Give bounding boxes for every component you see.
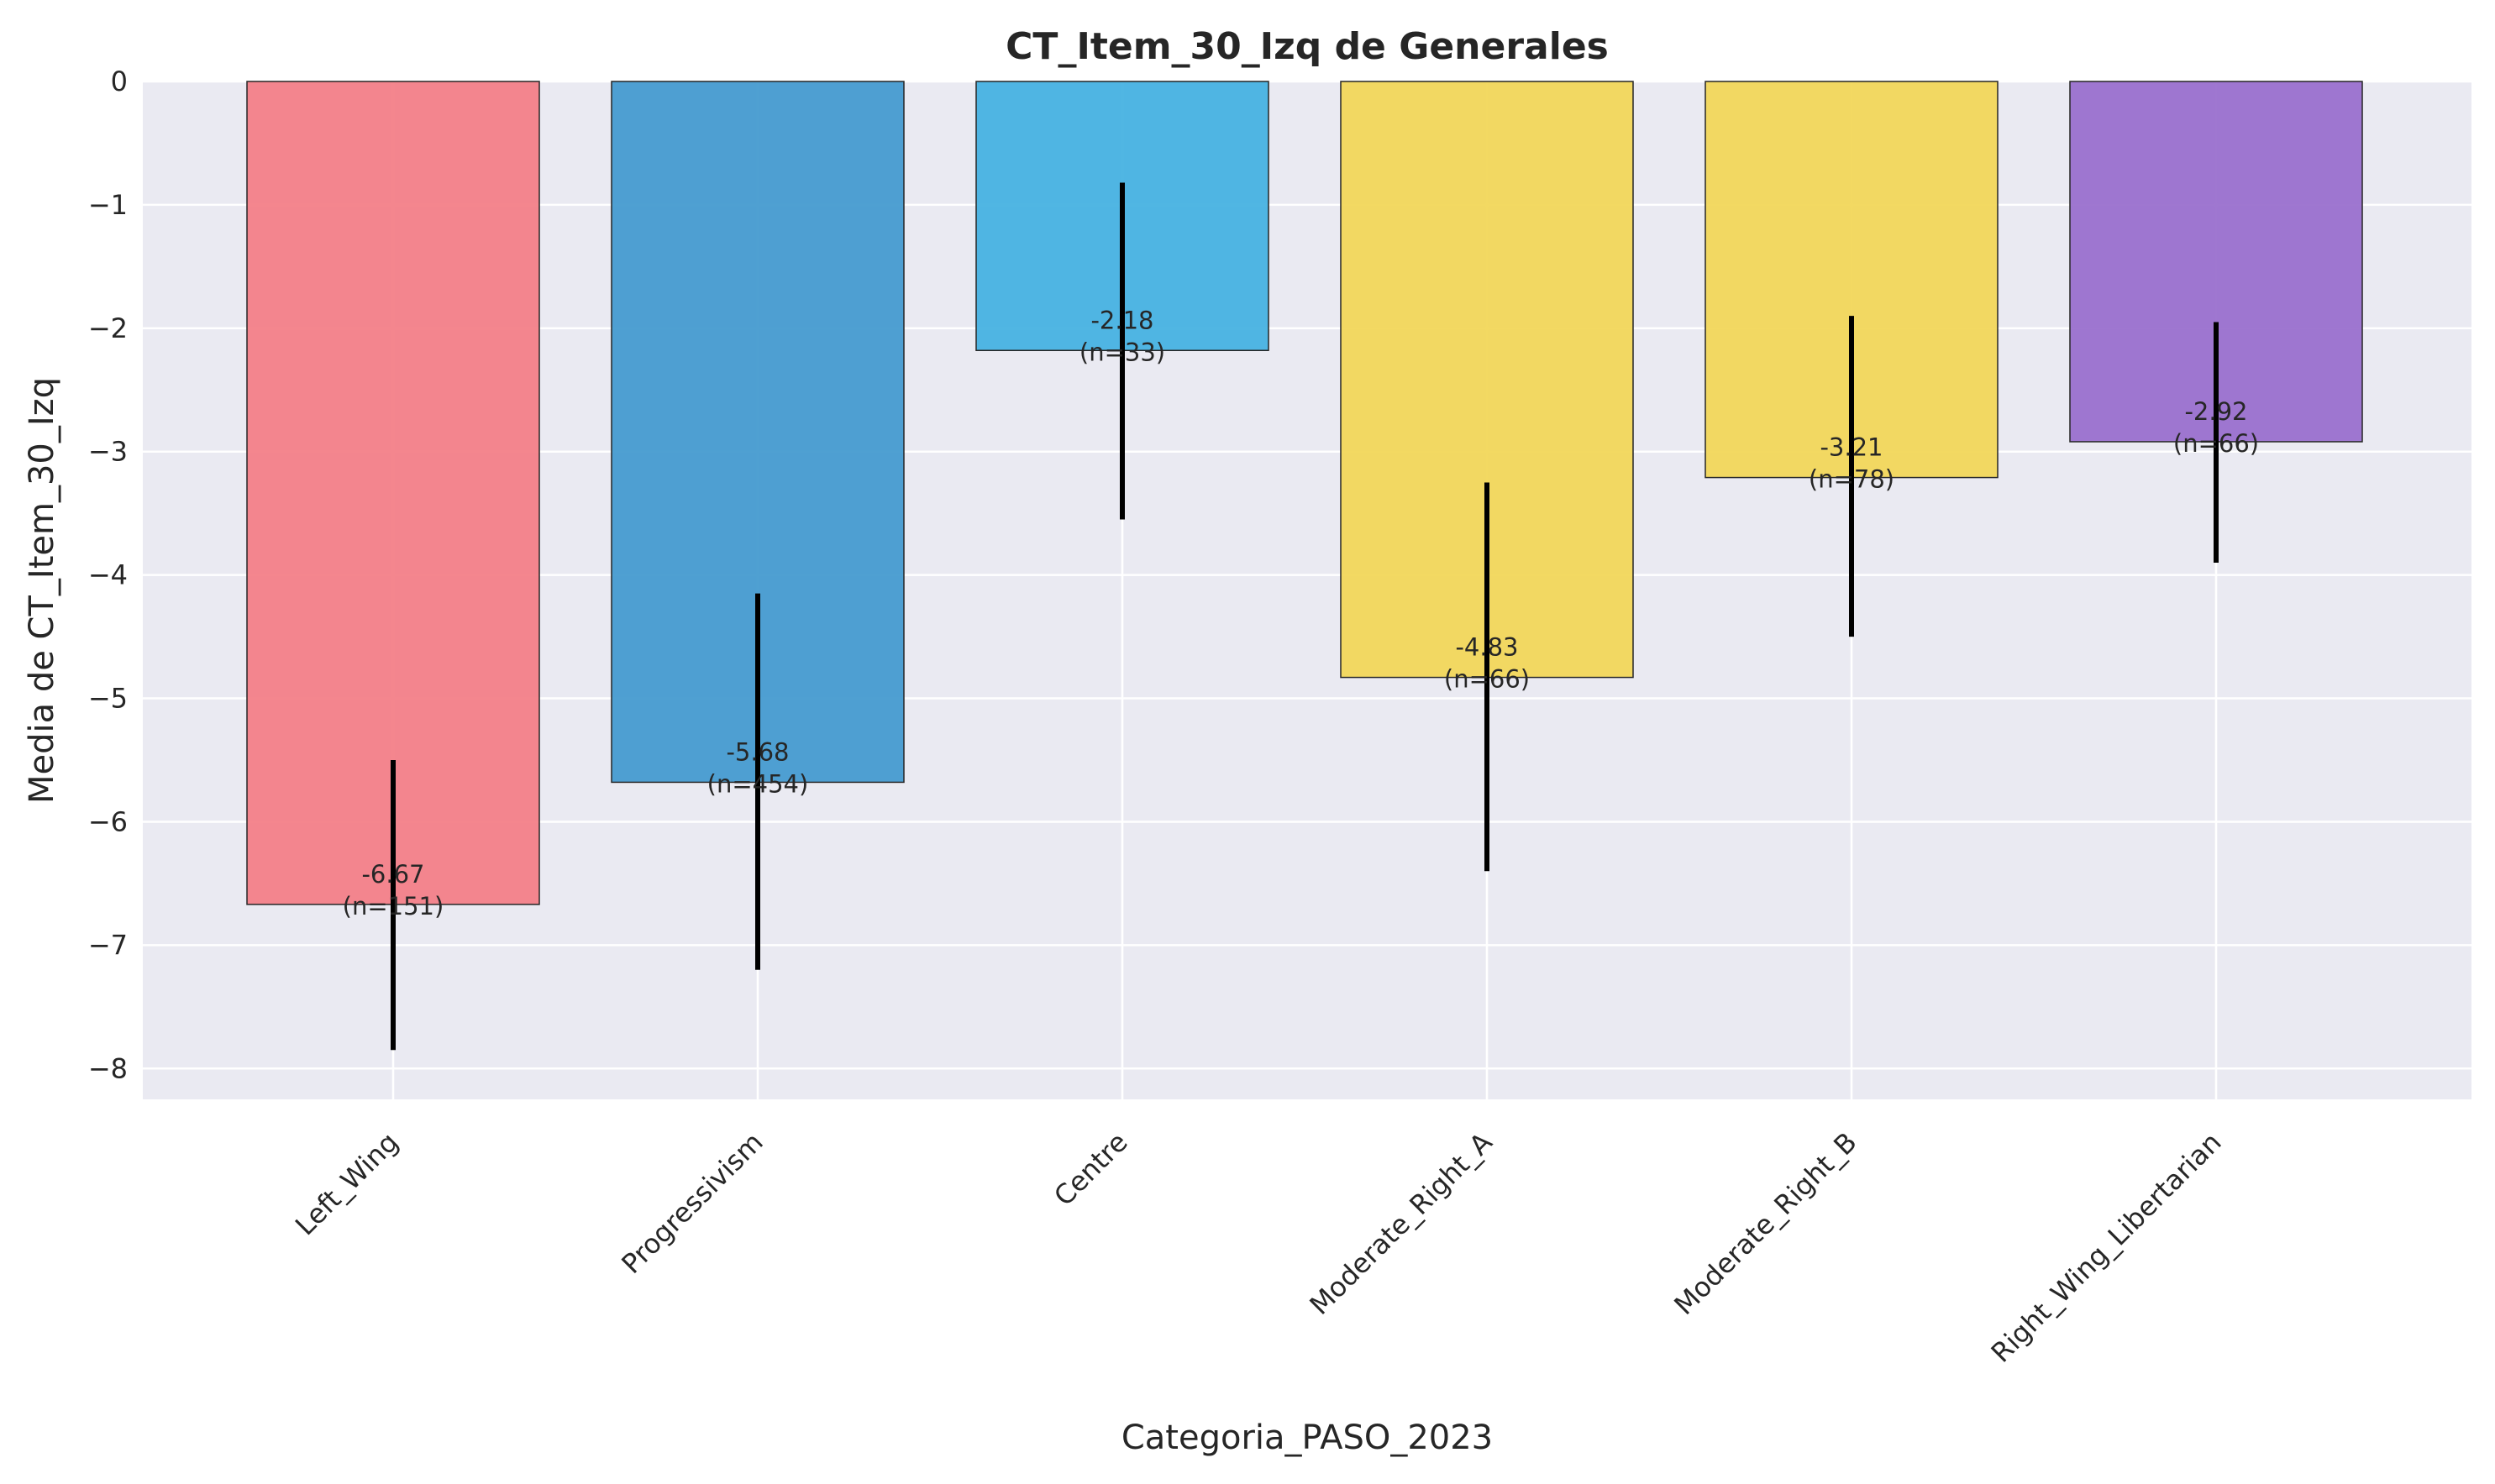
bars xyxy=(246,81,2363,905)
x-axis-label: Categoria_PASO_2023 xyxy=(1121,1418,1493,1457)
y-tick-label: −2 xyxy=(88,312,128,344)
bar-value-label: -2.92 xyxy=(2184,397,2247,426)
bar-count-label: (n=33) xyxy=(1079,338,1165,366)
y-tick-label: 0 xyxy=(111,66,128,97)
x-tick-label: Progressivism xyxy=(615,1126,769,1280)
bar-value-label: -4.83 xyxy=(1455,633,1518,662)
x-tick-label: Moderate_Right_A xyxy=(1303,1126,1498,1321)
y-axis-label: Media de CT_Item_30_Izq xyxy=(23,377,61,804)
bar-labels: -6.67 (n=151) -5.68 (n=454) -2.18 (n=33) -4.83… xyxy=(343,306,2259,920)
bar-count-label: (n=66) xyxy=(2173,429,2259,458)
y-tick-label: −4 xyxy=(88,559,128,591)
y-tick-label: −7 xyxy=(88,929,128,961)
bar-count-label: (n=78) xyxy=(1809,465,1894,494)
y-tick-label: −6 xyxy=(88,805,128,837)
y-tick-label: −5 xyxy=(88,683,128,715)
bar-value-label: -5.68 xyxy=(726,737,789,766)
x-tick-label: Centre xyxy=(1048,1126,1134,1213)
error-bars xyxy=(391,182,2219,1051)
x-tick-label: Right_Wing_Libertarian xyxy=(1985,1126,2228,1369)
x-axis-ticks: Left_Wing Progressivism Centre Moderate_Rig… xyxy=(289,1126,2228,1369)
bar-value-label: -3.21 xyxy=(1820,433,1883,462)
x-tick-label: Left_Wing xyxy=(289,1126,405,1242)
y-tick-label: −1 xyxy=(88,189,128,221)
bar-value-label: -6.67 xyxy=(361,860,424,889)
chart-title: CT_Item_30_Izq de Generales xyxy=(1006,25,1609,68)
y-tick-label: −8 xyxy=(88,1052,128,1084)
y-axis-ticks: 0 −1 −2 −3 −4 −5 −6 −7 −8 xyxy=(88,66,128,1084)
x-tick-label: Moderate_Right_B xyxy=(1668,1126,1862,1321)
bar-value-label: -2.18 xyxy=(1090,306,1153,334)
y-tick-label: −3 xyxy=(88,436,128,468)
bar-count-label: (n=454) xyxy=(707,769,809,798)
bar-count-label: (n=66) xyxy=(1444,665,1530,694)
bar-count-label: (n=151) xyxy=(343,892,444,920)
